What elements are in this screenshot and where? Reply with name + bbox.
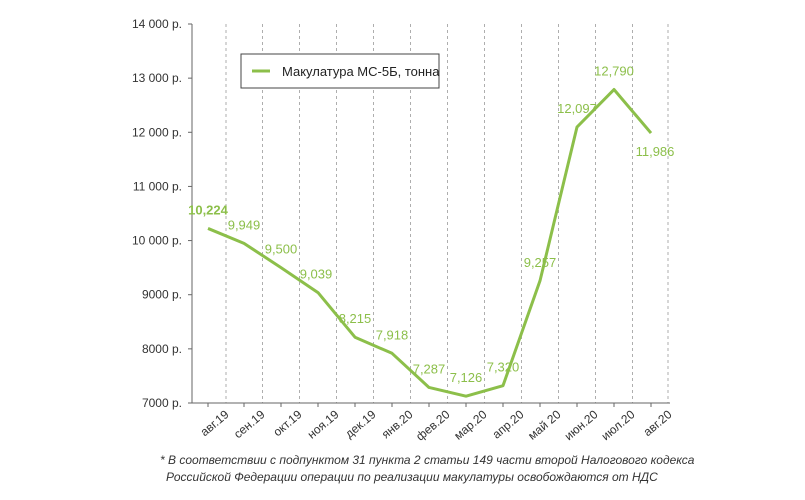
x-tick-label: окт.19: [270, 407, 304, 439]
series-lines: [207, 88, 653, 398]
data-label: 9,949: [228, 217, 261, 232]
x-tick-label: сен.19: [231, 407, 268, 441]
x-tick-label: май 20: [525, 407, 564, 443]
x-tick-label: апр.20: [490, 407, 527, 441]
x-tick-label: дек.19: [342, 407, 379, 441]
data-label: 11,986: [636, 144, 675, 159]
footnote-line-2: Российской Федерации операции по реализа…: [166, 470, 658, 484]
data-label: 10,224: [188, 202, 229, 217]
series-line: [207, 88, 653, 398]
y-tick-label: 12 000 р.: [132, 125, 182, 139]
footnote-line-1: * В соответствии с подпунктом 31 пункта …: [160, 453, 695, 467]
line-chart: 7000 р. 8000 р. 9000 р. 10 000 р. 11 000 р. 1…: [132, 17, 675, 443]
x-tick-label: авг.19: [198, 407, 232, 439]
data-label: 7,126: [450, 370, 483, 385]
data-label: 7,320: [487, 360, 520, 375]
x-axis-tick-labels: авг.19 сен.19 окт.19 ноя.19 дек.19 янв.20фев.…: [198, 407, 675, 443]
y-tick-label: 13 000 р.: [132, 71, 182, 85]
x-tick-label: мар.20: [451, 407, 490, 443]
data-label: 12,790: [594, 64, 634, 79]
x-tick-label: ноя.19: [305, 407, 342, 441]
data-label: 9,039: [300, 267, 333, 282]
data-label: 9,257: [524, 255, 557, 270]
legend-box: [240, 53, 440, 89]
data-label: 7,918: [376, 327, 409, 342]
legend: Макулатура МС-5Б, тонна: [240, 53, 440, 89]
y-tick-label: 10 000 р.: [132, 234, 182, 248]
axes: [188, 23, 670, 407]
data-label: 12,097: [557, 101, 597, 116]
y-tick-label: 11 000 р.: [133, 179, 182, 193]
y-tick-label: 9000 р.: [142, 288, 182, 302]
x-tick-label: июл.20: [599, 407, 638, 443]
x-tick-label: янв.20: [379, 407, 416, 441]
x-tick-label: фев.20: [413, 407, 453, 443]
x-tick-label: авг.20: [641, 407, 675, 439]
y-tick-label: 14 000 р.: [132, 17, 182, 31]
y-tick-label: 7000 р.: [142, 396, 182, 410]
data-label: 8,215: [339, 311, 372, 326]
y-tick-label: 8000 р.: [142, 342, 182, 356]
data-label: 9,500: [265, 242, 298, 257]
data-label: 7,287: [413, 361, 446, 376]
legend-entry: Макулатура МС-5Б, тонна: [282, 64, 440, 79]
y-axis-tick-labels: 7000 р. 8000 р. 9000 р. 10 000 р. 11 000 р. 1…: [132, 17, 182, 410]
x-tick-label: июн.20: [562, 407, 601, 443]
footnote: * В соответствии с подпунктом 31 пункта …: [160, 452, 780, 486]
